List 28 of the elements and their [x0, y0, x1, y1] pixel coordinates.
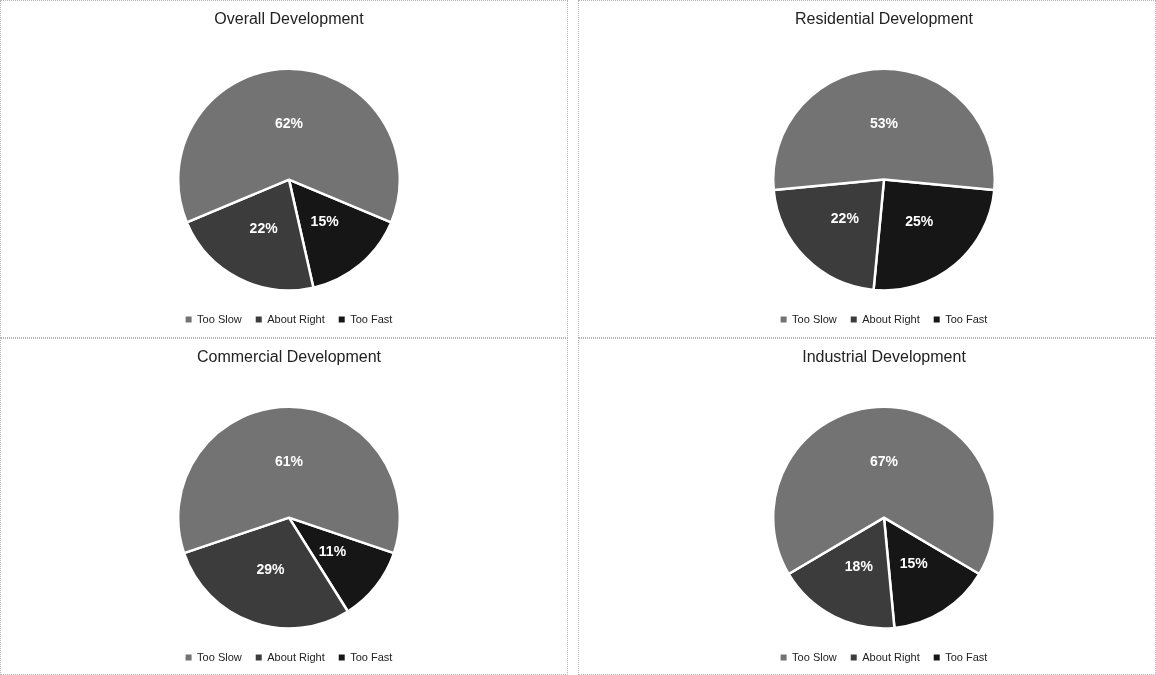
legend-label: Too Fast — [350, 650, 393, 663]
data-label: 22% — [830, 209, 860, 226]
legend-label: About Right — [862, 312, 920, 325]
data-label: 15% — [310, 212, 340, 229]
data-label: 22% — [249, 219, 279, 236]
data-label: 18% — [844, 557, 874, 574]
legend-label: Too Slow — [792, 650, 837, 663]
legend-label: Too Slow — [197, 650, 242, 663]
data-label: 15% — [899, 555, 929, 572]
chart-title: Residential Development — [795, 10, 974, 28]
data-label: 25% — [905, 213, 934, 230]
legend-label: About Right — [267, 650, 325, 663]
legend-label: About Right — [862, 650, 920, 663]
legend-label: Too Fast — [945, 650, 988, 663]
legend-label: Too Fast — [945, 312, 988, 325]
data-label: 29% — [256, 560, 285, 577]
legend-label: Too Slow — [197, 312, 242, 325]
chart-title: Overall Development — [214, 10, 365, 28]
data-label: 62% — [274, 115, 304, 132]
legend-label: Too Fast — [350, 312, 393, 325]
data-label: 11% — [318, 542, 347, 559]
data-label: 67% — [869, 453, 899, 470]
data-label: 61% — [274, 453, 304, 470]
chart-title: Commercial Development — [196, 348, 382, 366]
legend-label: Too Slow — [792, 312, 837, 325]
chart-title: Industrial Development — [802, 348, 967, 366]
data-label: 53% — [869, 115, 899, 132]
legend-label: About Right — [267, 312, 325, 325]
